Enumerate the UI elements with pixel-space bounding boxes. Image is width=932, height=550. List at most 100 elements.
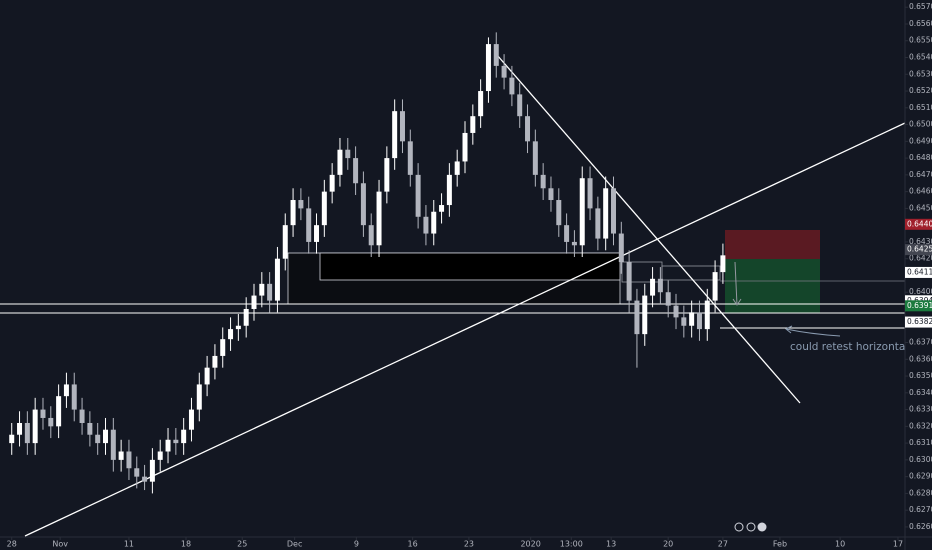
price-tags: 0.64405 0.64254 0.64118 0.639490.63919 0.638… bbox=[905, 218, 932, 328]
candle-body bbox=[32, 409, 38, 444]
candle-body bbox=[126, 451, 132, 469]
candle-body bbox=[282, 225, 288, 259]
candle-body bbox=[509, 77, 515, 95]
candle-body bbox=[87, 422, 93, 435]
candle-body bbox=[673, 305, 679, 318]
candle-body bbox=[103, 429, 109, 444]
arrow bbox=[732, 261, 742, 306]
candle-body bbox=[243, 308, 249, 326]
candle-body bbox=[431, 211, 437, 234]
candle-body bbox=[368, 225, 374, 246]
x-tick-label: 28 bbox=[7, 540, 17, 549]
candle-body bbox=[345, 149, 351, 159]
candle-body bbox=[384, 158, 390, 192]
candle-body bbox=[259, 283, 265, 296]
icon[interactable] bbox=[734, 522, 744, 532]
candle-body bbox=[415, 174, 421, 217]
toolbar-icons bbox=[734, 522, 767, 532]
y-tick-label: 0.65200 bbox=[909, 86, 932, 95]
candle-body bbox=[548, 188, 554, 201]
price-tag bbox=[905, 300, 932, 312]
candle-body bbox=[501, 65, 507, 78]
price-tag bbox=[905, 244, 932, 256]
y-tick-label: 0.64600 bbox=[909, 187, 932, 196]
y-tick-label: 0.62900 bbox=[909, 472, 932, 481]
candle-body bbox=[485, 44, 491, 92]
stop-zone bbox=[725, 230, 820, 259]
y-tick-label: 0.65700 bbox=[909, 2, 932, 11]
candle-body bbox=[595, 208, 601, 239]
candle-body bbox=[517, 94, 523, 117]
y-tick-label: 0.63600 bbox=[909, 354, 932, 363]
target-zone bbox=[725, 259, 820, 313]
candle-body bbox=[720, 255, 726, 273]
candle-body bbox=[587, 178, 593, 209]
x-tick-label: 11 bbox=[124, 540, 134, 549]
candle-body bbox=[564, 225, 570, 242]
x-tick-label: 25 bbox=[237, 540, 247, 549]
zone-rect bbox=[661, 265, 721, 281]
candle-body bbox=[579, 178, 585, 246]
price-tag-label: 0.64118 bbox=[907, 267, 932, 276]
y-tick-label: 0.64500 bbox=[909, 203, 932, 212]
y-tick-label: 0.63700 bbox=[909, 338, 932, 347]
candle-body bbox=[571, 241, 577, 246]
candle-body bbox=[478, 91, 484, 117]
candle-body bbox=[142, 476, 148, 482]
candle-body bbox=[40, 409, 46, 418]
candle-body bbox=[118, 451, 124, 460]
price-tag bbox=[905, 316, 932, 328]
candle-body bbox=[712, 272, 718, 301]
candle-body bbox=[407, 141, 413, 175]
candle-body bbox=[274, 258, 280, 301]
y-tick-label: 0.65500 bbox=[909, 36, 932, 45]
icon[interactable] bbox=[746, 522, 756, 532]
arrow bbox=[785, 325, 841, 337]
x-tick-label: 13 bbox=[606, 540, 616, 549]
candle-body bbox=[17, 422, 23, 435]
annotation: could retest horizontal lev bbox=[790, 341, 927, 353]
candle-body bbox=[446, 174, 452, 206]
candle-body bbox=[212, 355, 218, 368]
y-tick-label: 0.64200 bbox=[909, 254, 932, 263]
y-tick-label: 0.64000 bbox=[909, 287, 932, 296]
x-tick-label: 2020 bbox=[520, 540, 540, 549]
y-tick-label: 0.65400 bbox=[909, 53, 932, 62]
candle-body bbox=[556, 200, 562, 226]
y-tick-label: 0.65100 bbox=[909, 103, 932, 112]
candle-body bbox=[306, 208, 312, 242]
candle-body bbox=[329, 174, 335, 192]
candle-body bbox=[454, 161, 460, 175]
trend-line bbox=[24, 122, 905, 537]
candle-body bbox=[689, 312, 695, 326]
candle-body bbox=[251, 295, 257, 309]
candle-body bbox=[610, 188, 616, 234]
x-tick-label: 20 bbox=[663, 540, 673, 549]
y-tick-label: 0.63200 bbox=[909, 421, 932, 430]
candle-body bbox=[165, 439, 171, 452]
candle-body bbox=[314, 225, 320, 242]
candle-body bbox=[665, 292, 671, 306]
candle-body bbox=[634, 300, 640, 335]
x-tick-label: Feb bbox=[773, 540, 787, 549]
icon[interactable] bbox=[757, 522, 767, 532]
candle-body bbox=[462, 132, 468, 162]
y-tick-label: 0.64900 bbox=[909, 136, 932, 145]
x-axis: 28 Nov 11 18 25 Dec 9 16 23 2020 13:00 13 20 27 Feb 10 1… bbox=[7, 537, 903, 549]
y-tick-label: 0.62700 bbox=[909, 505, 932, 514]
candle-body bbox=[376, 191, 382, 246]
zone-rect bbox=[319, 252, 621, 281]
y-tick-label: 0.63300 bbox=[909, 405, 932, 414]
y-tick-label: 0.62600 bbox=[909, 522, 932, 531]
candle-body bbox=[196, 384, 202, 410]
candles bbox=[9, 32, 726, 494]
candle-body bbox=[540, 174, 546, 189]
candle-body bbox=[204, 367, 210, 385]
price-tag-label: 0.64405 bbox=[907, 219, 932, 228]
candle-body bbox=[173, 439, 179, 444]
price-tag-label: 0.63949 bbox=[907, 296, 932, 305]
candle-body bbox=[181, 429, 187, 444]
candle-body bbox=[423, 216, 429, 234]
candle-body bbox=[439, 205, 445, 212]
